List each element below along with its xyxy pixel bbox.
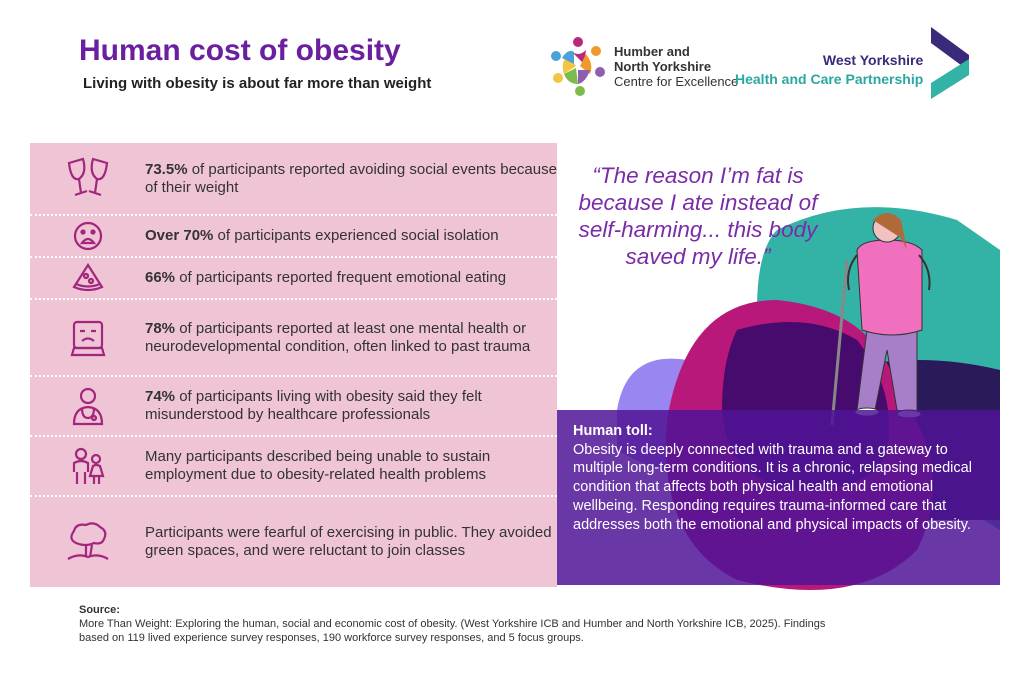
source-note: Source: More Than Weight: Exploring the … (79, 603, 839, 645)
logo-text: Health and Care Partnership (735, 71, 924, 87)
toll-body: Obesity is deeply connected with trauma … (573, 441, 972, 533)
stat-value: 73.5% (145, 160, 188, 178)
human-toll-box: Human toll: Obesity is deeply connected … (557, 410, 1000, 585)
pizza-slice-icon (71, 263, 104, 292)
logo-text: Humber and (614, 43, 690, 59)
quote: “The reason I’m fat is because I ate ins… (578, 163, 818, 269)
stat-text: of participants reported avoiding social… (145, 160, 557, 196)
page-subtitle: Living with obesity is about far more th… (83, 75, 432, 92)
logo-text: West Yorkshire (822, 52, 924, 68)
stat-row: 78% of participants reported at least on… (30, 300, 557, 377)
stat-value: Over 70% (145, 227, 214, 244)
stat-text: Many participants described being unable… (145, 448, 491, 483)
stat-text: of participants living with obesity said… (145, 388, 482, 423)
stat-value: 78% (145, 319, 176, 337)
page-title: Human cost of obesity (79, 34, 401, 67)
sad-person-screen-icon (70, 320, 105, 356)
sad-face-icon (73, 221, 102, 251)
wy-logo: West Yorkshire Health and Care Partnershi… (735, 27, 973, 99)
logo-text: Centre for Excellence (614, 73, 739, 89)
doctor-icon (72, 387, 103, 426)
wine-glasses-icon (67, 157, 108, 196)
tree-icon (66, 522, 109, 560)
source-label: Source: (79, 604, 120, 616)
humber-logo-icon (551, 37, 605, 96)
stat-text: of participants reported at least one me… (145, 319, 531, 355)
stat-value: 74% (145, 388, 176, 405)
toll-heading: Human toll: (573, 423, 653, 439)
logo-text: North Yorkshire (614, 58, 712, 74)
source-text: More Than Weight: Exploring the human, s… (79, 618, 826, 644)
stat-row: 73.5% of participants reported avoiding … (30, 143, 557, 216)
stat-row: 66% of participants reported frequent em… (30, 258, 557, 300)
stat-text: of participants reported frequent emotio… (175, 269, 507, 286)
stat-value: 66% (145, 269, 176, 286)
stat-row: 74% of participants living with obesity … (30, 377, 557, 437)
chevron-logo-icon (931, 27, 970, 99)
stat-text: of participants experienced social isola… (213, 227, 499, 244)
people-icon (72, 447, 104, 484)
stat-text: Participants were fearful of exercising … (145, 524, 552, 559)
stat-row: Over 70% of participants experienced soc… (30, 216, 557, 258)
stats-panel: 73.5% of participants reported avoiding … (30, 143, 557, 587)
stat-row: Many participants described being unable… (30, 437, 557, 497)
stat-row: Participants were fearful of exercising … (30, 497, 557, 587)
humber-logo: Humber and North Yorkshire Centre for Exce… (550, 36, 738, 96)
